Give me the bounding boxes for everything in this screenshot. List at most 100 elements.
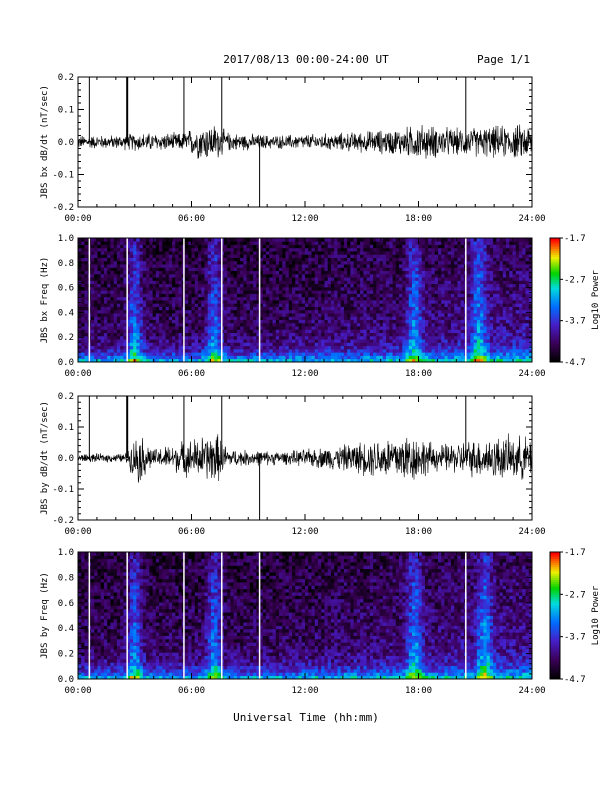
heat-cell <box>204 309 209 314</box>
heat-cell <box>269 355 273 360</box>
heat-cell <box>330 303 335 307</box>
heat-cell <box>236 313 241 317</box>
heat-cell <box>129 296 134 301</box>
heat-cell <box>308 293 312 298</box>
heat-cell <box>327 355 332 360</box>
heat-cell <box>376 257 380 262</box>
heat-cell <box>172 283 176 288</box>
heat-cell <box>175 277 179 281</box>
heat-cell <box>253 290 257 294</box>
heat-cell <box>437 348 442 353</box>
heat-cell <box>418 303 423 307</box>
heat-cell <box>415 316 419 320</box>
heat-cell <box>424 339 429 343</box>
heat-cell <box>399 260 403 265</box>
heat-cell <box>460 306 465 311</box>
heat-cell <box>373 257 377 262</box>
heat-cell <box>295 345 299 350</box>
heat-cell <box>266 247 270 252</box>
heat-cell <box>467 319 471 324</box>
heat-cell <box>155 342 160 347</box>
heat-cell <box>405 358 410 363</box>
heat-cell <box>386 309 390 314</box>
heat-cell <box>100 254 105 258</box>
heat-cell <box>386 329 390 334</box>
heat-cell <box>454 303 458 307</box>
heat-cell <box>470 339 475 343</box>
heat-cell <box>100 238 105 242</box>
heat-cell <box>343 352 348 356</box>
heat-cell <box>113 260 118 265</box>
heat-cell <box>279 277 283 281</box>
heat-cell <box>259 293 264 298</box>
heat-cell <box>337 277 342 281</box>
heat-cell <box>204 286 209 291</box>
heat-cell <box>266 290 270 294</box>
heat-cell <box>437 270 442 275</box>
heat-cell <box>415 277 419 281</box>
heat-cell <box>282 329 286 334</box>
heat-cell <box>139 352 144 356</box>
heat-cell <box>107 316 111 320</box>
heat-cell <box>240 257 244 262</box>
heat-cell <box>353 283 358 288</box>
heat-cell <box>246 244 251 249</box>
heat-cell <box>431 260 436 265</box>
heat-cell <box>97 270 102 275</box>
heat-cell <box>308 257 312 262</box>
heat-cell <box>185 273 189 278</box>
heat-cell <box>415 345 419 350</box>
heat-cell <box>347 286 351 291</box>
heat-cell <box>165 260 170 265</box>
heat-cell <box>343 316 348 320</box>
heat-cell <box>337 247 342 252</box>
heat-cell <box>408 332 413 337</box>
heat-cell <box>204 303 209 307</box>
heat-cell <box>110 309 115 314</box>
heat-cell <box>418 290 423 294</box>
heat-cell <box>279 283 283 288</box>
heat-cell <box>327 270 332 275</box>
heat-cell <box>343 355 348 360</box>
heat-cell <box>155 247 160 252</box>
heat-cell <box>408 303 413 307</box>
heat-cell <box>343 290 348 294</box>
heat-cell <box>467 309 471 314</box>
heat-cell <box>259 306 264 311</box>
heat-cell <box>275 270 280 275</box>
heat-cell <box>240 290 244 294</box>
heat-cell <box>356 303 361 307</box>
heat-cell <box>107 293 111 298</box>
heat-cell <box>279 316 283 320</box>
heat-cell <box>386 352 390 356</box>
heat-cell <box>292 326 296 330</box>
heat-cell <box>454 280 458 285</box>
heat-cell <box>405 316 410 320</box>
heat-cell <box>152 247 157 252</box>
heat-cell <box>373 332 377 337</box>
heat-cell <box>330 316 335 320</box>
heat-cell <box>129 270 134 275</box>
heat-cell <box>249 264 254 268</box>
heat-cell <box>155 286 160 291</box>
heat-cell <box>340 257 345 262</box>
heat-cell <box>113 326 118 330</box>
heat-cell <box>476 283 481 288</box>
heat-cell <box>395 332 400 337</box>
heat-cell <box>305 319 309 324</box>
heat-cell <box>172 329 176 334</box>
heat-cell <box>311 306 316 311</box>
heat-cell <box>389 335 393 340</box>
heat-cell <box>347 238 351 242</box>
heat-cell <box>356 257 361 262</box>
heat-cell <box>185 251 189 255</box>
heat-cell <box>240 303 244 307</box>
y-axis-label: JBS bx dB/dt (nT/sec) <box>40 85 50 199</box>
heat-cell <box>113 309 118 314</box>
heat-cell <box>94 293 98 298</box>
heat-cell <box>230 264 235 268</box>
heat-cell <box>165 335 170 340</box>
heat-cell <box>330 313 335 317</box>
heat-cell <box>165 264 170 268</box>
heat-cell <box>473 316 478 320</box>
